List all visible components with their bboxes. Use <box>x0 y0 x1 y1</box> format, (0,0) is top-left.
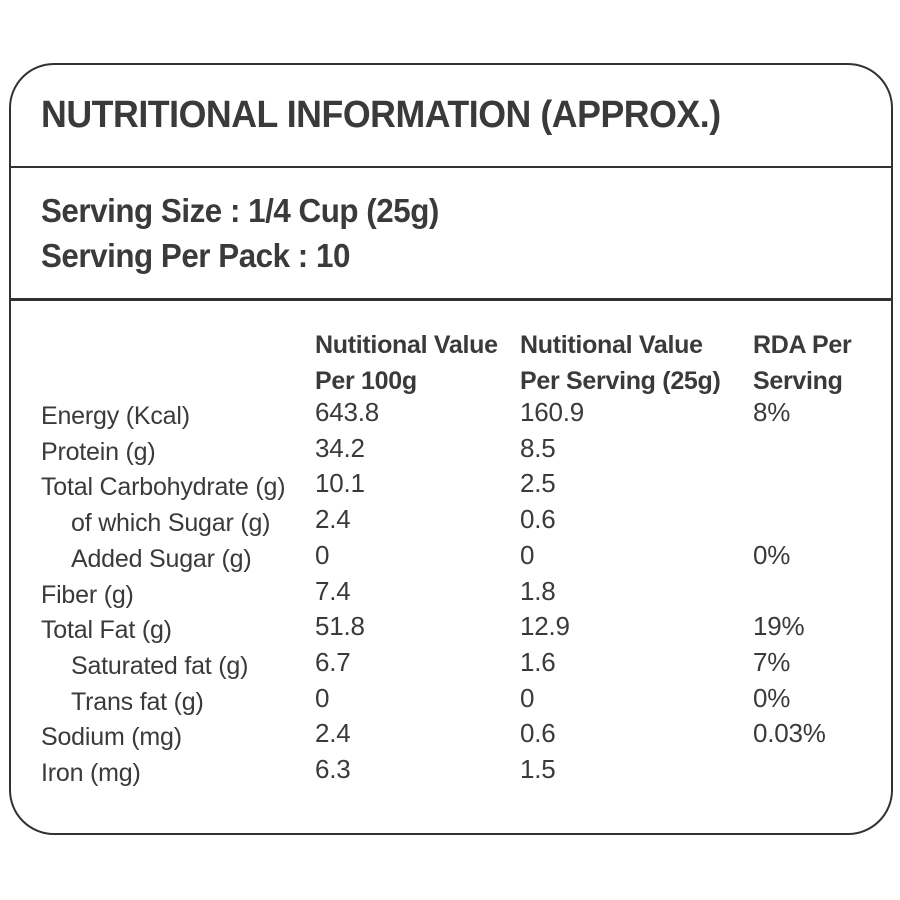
serving-size-text: Serving Size : 1/4 Cup (25g) <box>41 192 439 229</box>
value-per-100g: 643.8 <box>315 397 380 427</box>
value-rda: 0% <box>753 539 791 570</box>
value-per-100g: 6.3 <box>315 754 351 785</box>
value-per-100g: 2.4 <box>315 718 351 749</box>
nutrient-name: Total Fat (g) <box>41 616 172 645</box>
value-rda: 0.03% <box>753 718 826 749</box>
value-per-100g: 7.4 <box>315 575 351 606</box>
value-per-serving: 1.6 <box>520 646 556 677</box>
value-per-serving: 0.6 <box>520 718 556 749</box>
title-section: NUTRITIONAL INFORMATION (APPROX.) <box>11 65 891 168</box>
table-row: Sodium (mg) 2.4 0.6 0.03% <box>41 718 891 756</box>
value-per-100g: 0 <box>315 682 330 713</box>
value-per-100g: 51.8 <box>315 611 365 642</box>
header-rda-line1: RDA Per <box>753 331 852 359</box>
header-per-100g: Nutitional Value Per 100g <box>315 327 520 399</box>
value-per-100g: 6.7 <box>315 646 351 677</box>
value-per-serving: 8.5 <box>520 432 556 463</box>
header-per-serving-line2: Per Serving (25g) <box>520 367 721 395</box>
value-per-serving: 0 <box>520 539 535 570</box>
value-per-100g: 34.2 <box>315 432 365 463</box>
table-row: Iron (mg) 6.3 1.5 <box>41 754 891 792</box>
page-title: NUTRITIONAL INFORMATION (APPROX.) <box>41 94 721 136</box>
value-per-serving: 2.5 <box>520 468 556 499</box>
nutrition-rows: Energy (Kcal) 643.8 160.9 8% Protein (g) 34.2… <box>41 397 891 792</box>
serving-per-pack-text: Serving Per Pack : 10 <box>41 237 350 274</box>
value-rda: 19% <box>753 611 805 642</box>
table-row: Energy (Kcal) 643.8 160.9 8% <box>41 397 891 435</box>
value-per-100g: 10.1 <box>315 468 365 499</box>
table-row: Total Carbohydrate (g) 10.1 2.5 <box>41 468 891 506</box>
header-rda-line2: Serving <box>753 367 843 395</box>
nutrient-name: Fiber (g) <box>41 580 134 609</box>
value-per-serving: 0.6 <box>520 504 556 535</box>
table-row: Total Fat (g) 51.8 12.9 19% <box>41 611 891 649</box>
table-row: Protein (g) 34.2 8.5 <box>41 433 891 471</box>
nutrient-name: Saturated fat (g) <box>71 651 249 680</box>
nutrient-name: Iron (mg) <box>41 759 141 788</box>
nutrient-name: of which Sugar (g) <box>71 509 271 538</box>
nutrient-name: Energy (Kcal) <box>41 402 190 430</box>
value-per-serving: 0 <box>520 682 535 713</box>
value-rda: 8% <box>753 397 791 427</box>
nutrient-name: Sodium (mg) <box>41 723 182 752</box>
value-rda <box>753 574 891 610</box>
value-per-serving: 1.8 <box>520 575 556 606</box>
value-per-serving: 160.9 <box>520 397 585 427</box>
table-row: Saturated fat (g) 6.7 1.6 7% <box>41 647 891 685</box>
header-rda: RDA Per Serving <box>753 327 891 399</box>
table-row: Added Sugar (g) 0 0 0% <box>41 540 891 578</box>
header-per-serving: Nutitional Value Per Serving (25g) <box>520 327 753 399</box>
nutrition-label-card: NUTRITIONAL INFORMATION (APPROX.) Servin… <box>9 63 893 835</box>
value-rda: 7% <box>753 646 791 677</box>
value-rda <box>753 466 891 502</box>
table-row: Trans fat (g) 0 0 0% <box>41 683 891 721</box>
value-per-100g: 2.4 <box>315 504 351 535</box>
value-rda: 0% <box>753 682 791 713</box>
value-per-serving: 12.9 <box>520 611 570 642</box>
table-header-row: Nutitional Value Per 100g Nutitional Val… <box>41 327 891 399</box>
nutrient-name: Added Sugar (g) <box>71 544 252 573</box>
nutrient-name: Total Carbohydrate (g) <box>41 473 286 502</box>
header-nutrient-blank <box>41 327 315 399</box>
table-row: Fiber (g) 7.4 1.8 <box>41 576 891 614</box>
value-rda <box>753 502 891 538</box>
serving-info-section: Serving Size : 1/4 Cup (25g) Serving Per… <box>11 168 891 301</box>
value-per-100g: 0 <box>315 539 330 570</box>
nutrition-table: Nutitional Value Per 100g Nutitional Val… <box>11 301 891 792</box>
nutrient-name: Protein (g) <box>41 437 156 466</box>
header-per-serving-line1: Nutitional Value <box>520 331 703 359</box>
nutrient-name: Trans fat (g) <box>71 687 204 716</box>
value-rda <box>753 431 891 467</box>
value-rda <box>753 752 891 788</box>
value-per-serving: 1.5 <box>520 754 556 785</box>
header-per-100g-line2: Per 100g <box>315 367 417 395</box>
header-per-100g-line1: Nutitional Value <box>315 331 498 359</box>
table-row: of which Sugar (g) 2.4 0.6 <box>41 504 891 542</box>
